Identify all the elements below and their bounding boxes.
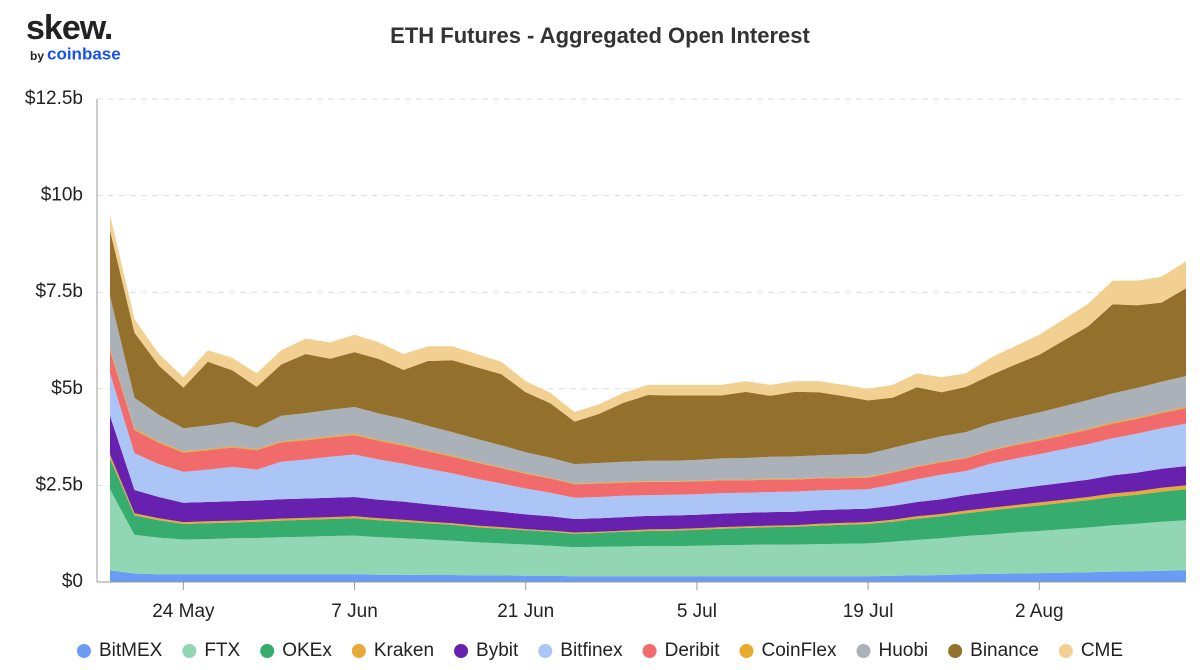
x-tick-label: 7 Jun [331, 601, 377, 622]
legend-label: Huobi [878, 640, 928, 661]
x-tick-label: 2 Aug [1015, 601, 1064, 622]
logo-name: skew. [26, 9, 112, 47]
area [110, 415, 1186, 533]
legend-marker [454, 644, 469, 658]
legend-marker [182, 644, 197, 658]
legend-label: Kraken [374, 640, 434, 661]
legend-label: CME [1081, 640, 1123, 661]
y-tick-label: $0 [62, 571, 83, 592]
area [110, 489, 1186, 577]
legend-label: OKEx [282, 640, 332, 661]
legend-marker [856, 644, 871, 658]
legend-label: FTX [204, 640, 240, 661]
x-tick-label: 19 Jul [843, 601, 894, 622]
y-tick-label: $12.5b [25, 88, 83, 109]
legend-marker [351, 644, 366, 658]
logo-by: by [30, 49, 44, 63]
legend-marker [76, 644, 91, 658]
y-tick-label: $7.5b [35, 281, 83, 302]
y-tick-label: $2.5b [35, 474, 83, 495]
chart-title: ETH Futures - Aggregated Open Interest [390, 23, 810, 48]
legend-marker [538, 644, 553, 658]
legend-marker [948, 644, 963, 658]
logo-company: coinbase [47, 44, 121, 63]
y-tick-label: $10b [41, 185, 83, 206]
legend: BitMEX FTX OKEx Kraken Bybit Bitfinex Deribit C… [76, 640, 1123, 661]
legend-label: Bitfinex [560, 640, 623, 661]
legend-label: Binance [970, 640, 1039, 661]
y-tick-label: $5b [51, 378, 83, 399]
area [110, 296, 1186, 484]
plot-area [96, 98, 1186, 590]
x-tick-label: 24 May [152, 601, 215, 622]
legend-marker [260, 644, 275, 658]
legend-label: CoinFlex [762, 640, 837, 661]
area [110, 458, 1186, 548]
legend-label: Bybit [476, 640, 519, 661]
legend-marker [739, 644, 754, 658]
area [110, 373, 1186, 519]
x-tick-label: 21 Jun [497, 601, 554, 622]
legend-marker [642, 644, 657, 658]
x-tick-label: 5 Jul [677, 601, 717, 622]
area [110, 230, 1186, 465]
legend-label: BitMEX [99, 640, 163, 661]
legend-marker [1058, 644, 1073, 658]
legend-label: Deribit [665, 640, 721, 661]
